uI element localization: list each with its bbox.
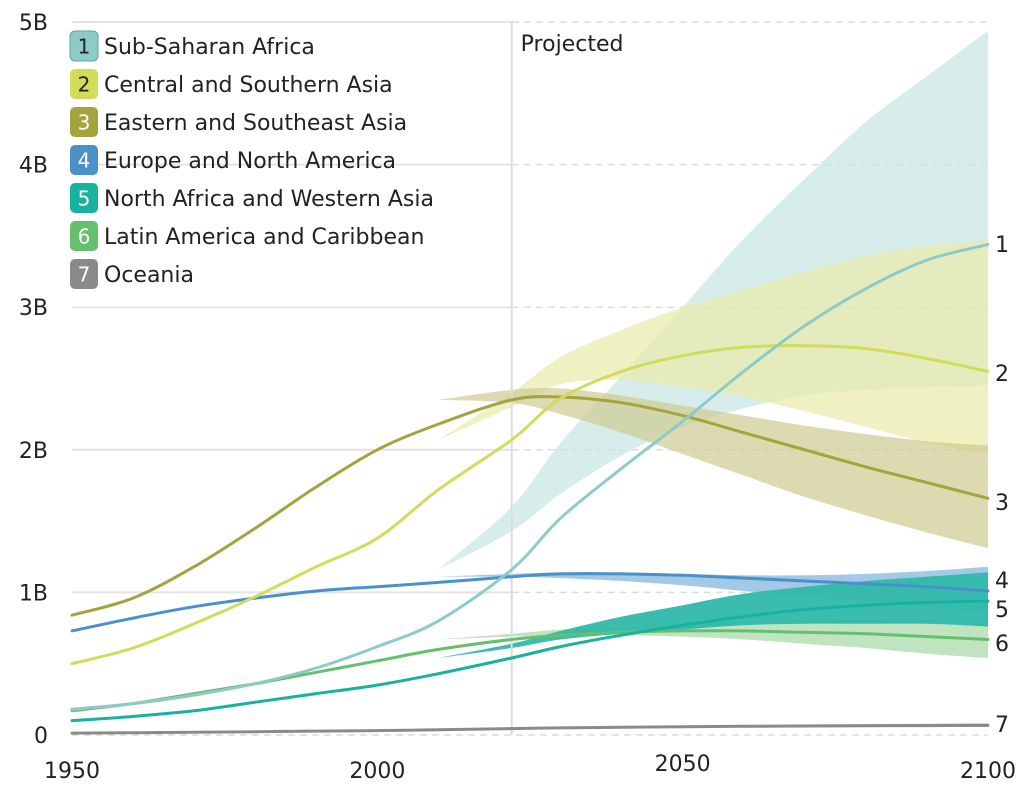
band-series-5 <box>438 572 988 658</box>
end-label-series-5: 5 <box>995 598 1009 623</box>
legend-number: 1 <box>78 35 91 59</box>
legend-item: 5 North Africa and Western Asia <box>70 183 434 213</box>
legend-number: 6 <box>78 225 91 249</box>
legend-label: North Africa and Western Asia <box>104 187 434 212</box>
end-label-series-7: 7 <box>995 713 1009 738</box>
legend-item: 4 Europe and North America <box>70 145 396 175</box>
legend-swatch <box>70 259 98 289</box>
series-lines <box>70 243 990 735</box>
legend-label: Sub-Saharan Africa <box>104 35 315 60</box>
x-tick-label: 2050 <box>655 752 711 777</box>
line-series-4 <box>70 572 990 633</box>
legend-item: 6 Latin America and Caribbean <box>70 221 424 251</box>
y-axis-ticks: 0 1B 2B 3B 4B 5B <box>19 11 48 749</box>
legend-number: 2 <box>78 73 91 97</box>
line-series-3 <box>70 395 990 617</box>
end-label-series-2: 2 <box>995 362 1009 387</box>
legend-swatch <box>69 30 99 62</box>
projected-label: Projected <box>521 32 624 57</box>
line-series-5 <box>70 599 990 723</box>
legend-number: 5 <box>78 187 91 211</box>
line-series-2 <box>70 344 990 666</box>
line-series-1 <box>70 243 990 711</box>
legend: 1 Sub-Saharan Africa 2 Central and Southern… <box>69 30 434 289</box>
end-labels: 1 2 3 4 5 6 7 <box>995 233 1009 738</box>
legend-swatch <box>70 221 98 251</box>
legend-number: 7 <box>78 263 91 287</box>
legend-swatch <box>70 69 98 99</box>
y-tick-label: 0 <box>34 724 48 749</box>
legend-label: Europe and North America <box>104 149 396 174</box>
y-tick-label: 5B <box>19 11 48 36</box>
legend-swatch <box>70 145 98 175</box>
legend-label: Oceania <box>104 263 194 288</box>
y-tick-label: 4B <box>19 154 48 179</box>
x-axis-ticks: 1950 2000 2050 2100 <box>44 752 1016 784</box>
x-tick-label: 2000 <box>349 759 405 784</box>
end-label-series-1: 1 <box>995 233 1009 258</box>
y-tick-label: 3B <box>19 296 48 321</box>
end-label-series-3: 3 <box>995 491 1009 516</box>
band-series-2 <box>438 240 988 455</box>
projection-bands <box>438 30 988 729</box>
legend-item: 1 Sub-Saharan Africa <box>69 30 315 62</box>
legend-item: 3 Eastern and Southeast Asia <box>70 107 407 137</box>
legend-label: Eastern and Southeast Asia <box>104 111 407 136</box>
end-label-series-4: 4 <box>995 569 1009 594</box>
y-tick-label: 2B <box>19 439 48 464</box>
x-tick-label: 2100 <box>960 759 1016 784</box>
legend-item: 7 Oceania <box>70 259 194 289</box>
band-series-4 <box>438 566 988 613</box>
legend-label: Latin America and Caribbean <box>104 225 424 250</box>
legend-swatch <box>70 107 98 137</box>
legend-number: 4 <box>78 149 91 173</box>
legend-number: 3 <box>78 111 91 135</box>
legend-item: 2 Central and Southern Asia <box>70 69 393 99</box>
x-tick-label: 1950 <box>44 759 100 784</box>
end-label-series-6: 6 <box>995 632 1009 657</box>
band-series-3 <box>438 387 988 549</box>
line-series-7 <box>70 723 990 735</box>
legend-label: Central and Southern Asia <box>104 73 393 98</box>
legend-swatch <box>70 183 98 213</box>
y-tick-label: 1B <box>19 581 48 606</box>
